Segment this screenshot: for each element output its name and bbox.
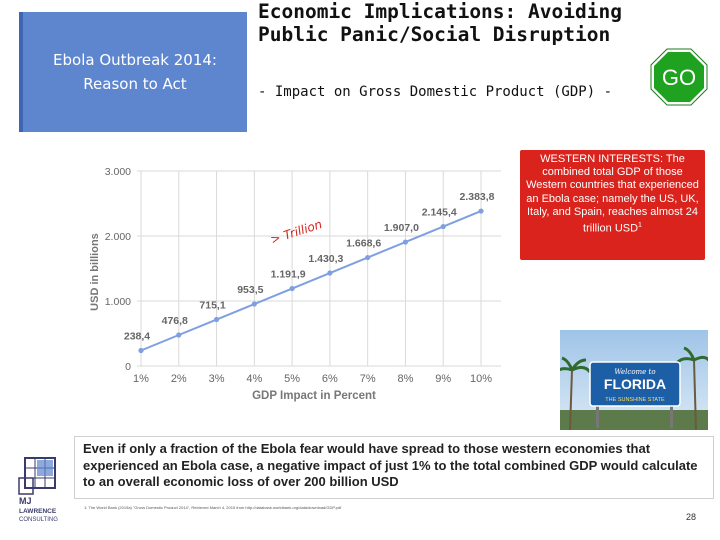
data-label: 2.145,4	[422, 207, 457, 219]
x-tick-label: 4%	[246, 373, 262, 385]
x-tick-label: 10%	[470, 373, 492, 385]
y-tick-label: 2.000	[105, 231, 131, 243]
y-tick-label: 1.000	[105, 296, 131, 308]
data-label: 1.907,0	[384, 222, 419, 234]
data-point	[213, 316, 220, 323]
gdp-chart: 0 1.000 2.000 3.000 1% 2% 3% 4% 5% 6% 7% 8% 9% 10% 2…	[89, 166, 501, 402]
data-label: 238,4	[124, 331, 150, 343]
mj-lawrence-logo: MJ LAWRENCE CONSULTING	[18, 457, 58, 523]
x-tick-label: 3%	[209, 373, 225, 385]
data-point	[176, 332, 182, 338]
x-tick-label: 9%	[435, 373, 451, 385]
logo-line1: MJ	[19, 496, 32, 506]
y-tick-label: 0	[125, 361, 131, 373]
data-point	[478, 208, 484, 214]
x-tick-label: 1%	[133, 373, 149, 385]
data-label: 1.191,9	[271, 269, 306, 281]
trillion-annotation: > Trillion	[269, 217, 324, 247]
title-line1: Economic Implications: Avoiding	[258, 0, 622, 23]
data-label: 2.383,8	[459, 191, 494, 203]
data-point	[402, 239, 409, 245]
slide-title: Economic Implications: Avoiding Public P…	[258, 0, 648, 46]
western-note-text: WESTERN INTERESTS: The combined total GD…	[526, 153, 699, 235]
reason-box: Ebola Outbreak 2014: Reason to Act	[19, 12, 247, 132]
data-point	[138, 347, 144, 354]
data-point	[440, 223, 446, 230]
data-point	[251, 301, 257, 307]
go-sign-icon: GO	[650, 48, 708, 106]
go-sign-label: GO	[662, 65, 696, 90]
data-label: 1.430,3	[308, 253, 343, 265]
data-label: 953,5	[237, 284, 263, 296]
florida-state: FLORIDA	[604, 376, 666, 392]
florida-welcome: Welcome to	[614, 368, 655, 376]
y-tick-label: 3.000	[105, 166, 131, 178]
chart-grid	[137, 170, 501, 367]
title-line2: Public Panic/Social Disruption	[258, 23, 611, 46]
x-tick-label: 7%	[360, 373, 376, 385]
reason-box-line2: Reason to Act	[83, 75, 187, 93]
go-sign-octagon	[654, 52, 704, 102]
x-axis-label: GDP Impact in Percent	[252, 390, 376, 402]
western-note-footnote-ref: 1	[638, 222, 642, 230]
florida-welcome-image: Welcome to FLORIDA THE SUNSHINE STATE	[560, 330, 708, 430]
reason-box-line1: Ebola Outbreak 2014:	[53, 51, 217, 69]
logo-line3: CONSULTING	[19, 517, 58, 523]
footnote: 1: The World Bank (2015a) "Gross Domesti…	[84, 505, 342, 510]
x-tick-label: 5%	[284, 373, 300, 385]
data-label: 476,8	[162, 315, 188, 327]
western-interests-note: WESTERN INTERESTS: The combined total GD…	[520, 150, 705, 260]
slide-subtitle: - Impact on Gross Domestic Product (GDP)…	[258, 84, 613, 100]
data-label: 1.668,6	[346, 238, 381, 250]
logo-line2: LAWRENCE	[19, 508, 57, 515]
x-tick-label: 8%	[397, 373, 413, 385]
page-number: 28	[686, 512, 697, 522]
data-point	[289, 285, 295, 292]
data-point	[365, 254, 371, 261]
summary-text: Even if only a fraction of the Ebola fea…	[83, 441, 698, 489]
x-tick-label: 6%	[322, 373, 338, 385]
series-line	[140, 210, 482, 352]
y-axis-label: USD in billions	[89, 233, 101, 311]
data-label: 715,1	[199, 300, 225, 312]
summary-text-box: Even if only a fraction of the Ebola fea…	[74, 436, 714, 499]
x-tick-label: 2%	[171, 373, 187, 385]
data-point	[327, 270, 333, 276]
florida-slogan: THE SUNSHINE STATE	[605, 397, 665, 403]
